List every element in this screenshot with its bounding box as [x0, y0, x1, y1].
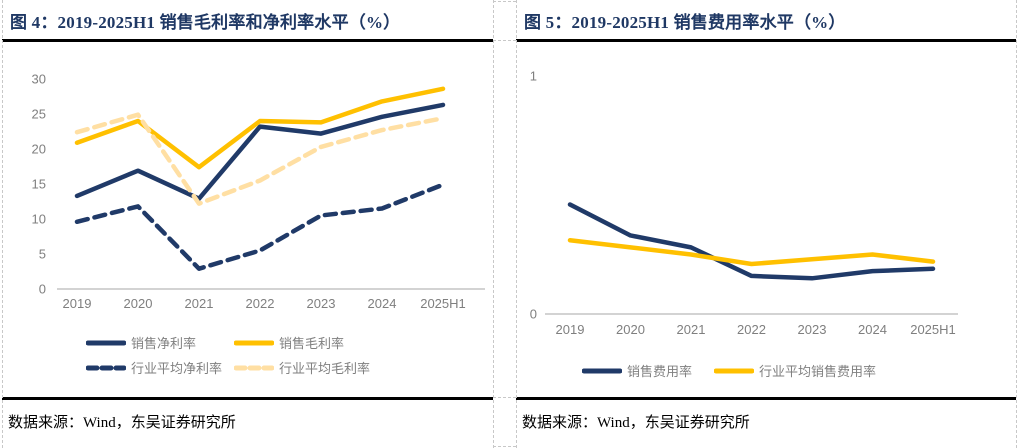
x-tick-label: 2021 — [677, 322, 706, 337]
legend-swatch-line — [86, 365, 126, 370]
x-tick-label: 2024 — [858, 322, 887, 337]
y-tick-label: 25 — [32, 107, 46, 122]
figure-4-chart-area: 0 5 10 15 20 25 30 2019 2020 2021 2022 2023 2024 2025… — [2, 42, 493, 397]
y-tick-label: 0 — [39, 282, 46, 297]
figure-4-legend: 销售净利率 销售毛利率行业平均净利率 行业平均毛利率 — [86, 330, 426, 380]
y-tick-label: 5 — [39, 247, 46, 262]
panel-figure-4: 图 4：2019-2025H1 销售毛利率和净利率水平（%） 0 5 10 15 20 2… — [2, 0, 493, 448]
figure-4-line-chart: 0 5 10 15 20 25 30 2019 2020 2021 2022 2023 2024 2025… — [32, 72, 485, 311]
x-tick-label: 2023 — [798, 322, 827, 337]
y-tick-label: 1 — [530, 69, 537, 84]
figure-5-title: 图 5：2019-2025H1 销售费用率水平（%） — [516, 0, 1016, 42]
x-tick-label: 2022 — [246, 296, 275, 311]
x-tick-label: 2019 — [556, 322, 585, 337]
legend-swatch-line — [86, 340, 126, 345]
table-border-gap-title — [493, 40, 516, 41]
legend-item: 销售费用率 — [582, 358, 714, 383]
legend-item: 行业平均毛利率 — [234, 355, 382, 380]
figure-4-title: 图 4：2019-2025H1 销售毛利率和净利率水平（%） — [2, 0, 493, 42]
x-tick-label: 2023 — [307, 296, 336, 311]
x-tick-label: 2019 — [63, 296, 92, 311]
legend-label: 行业平均净利率 — [131, 361, 223, 376]
legend-swatch-line — [234, 365, 274, 370]
legend-swatch-line — [234, 340, 274, 345]
x-tick-label: 2024 — [368, 296, 397, 311]
legend-swatch-line — [582, 368, 622, 373]
legend-label: 销售净利率 — [131, 336, 197, 351]
series-line — [74, 112, 446, 206]
series-line — [74, 102, 446, 201]
figure-5-line-chart: 0 1 2019 2020 2021 2022 2023 2024 2025H1 — [530, 69, 958, 337]
x-tick-label: 2025H1 — [910, 322, 956, 337]
series-line — [74, 86, 446, 170]
y-tick-label: 30 — [32, 72, 46, 87]
legend-swatch-line — [714, 368, 754, 373]
y-tick-label: 15 — [32, 177, 46, 192]
table-border-gap-source — [493, 397, 516, 398]
panel-figure-5: 图 5：2019-2025H1 销售费用率水平（%） 0 1 2019 2020 202… — [516, 0, 1016, 448]
legend-item: 销售毛利率 — [234, 330, 382, 355]
x-tick-label: 2025H1 — [420, 296, 466, 311]
y-tick-label: 10 — [32, 212, 46, 227]
legend-item: 行业平均销售费用率 — [714, 358, 876, 383]
table-border-gap-bottom — [493, 446, 516, 447]
x-tick-label: 2022 — [737, 322, 766, 337]
table-border-left — [2, 0, 3, 448]
legend-label: 行业平均毛利率 — [279, 361, 371, 376]
table-border-mid-left — [493, 0, 494, 448]
legend-item: 销售净利率 — [86, 330, 234, 355]
y-tick-label: 20 — [32, 142, 46, 157]
table-border-mid-right — [516, 0, 517, 448]
figure-5-chart-area: 0 1 2019 2020 2021 2022 2023 2024 2025H1 销售费用率 行业… — [516, 42, 1016, 397]
x-tick-label: 2020 — [124, 296, 153, 311]
series-line — [567, 202, 936, 281]
y-tick-label: 0 — [530, 307, 537, 322]
table-border-right — [1016, 0, 1017, 448]
figure-5-legend: 销售费用率 行业平均销售费用率 — [582, 358, 876, 383]
legend-label: 销售毛利率 — [279, 336, 345, 351]
x-tick-label: 2020 — [616, 322, 645, 337]
figure-5-source: 数据来源：Wind，东吴证券研究所 — [516, 397, 1016, 448]
x-tick-label: 2021 — [185, 296, 214, 311]
series-line — [567, 237, 936, 267]
legend-label: 行业平均销售费用率 — [759, 364, 877, 379]
legend-label: 销售费用率 — [627, 364, 693, 379]
legend-item: 行业平均净利率 — [86, 355, 234, 380]
series-line — [74, 182, 446, 271]
figure-4-source: 数据来源：Wind，东吴证券研究所 — [2, 397, 493, 448]
table-border-gap-top — [493, 1, 516, 2]
